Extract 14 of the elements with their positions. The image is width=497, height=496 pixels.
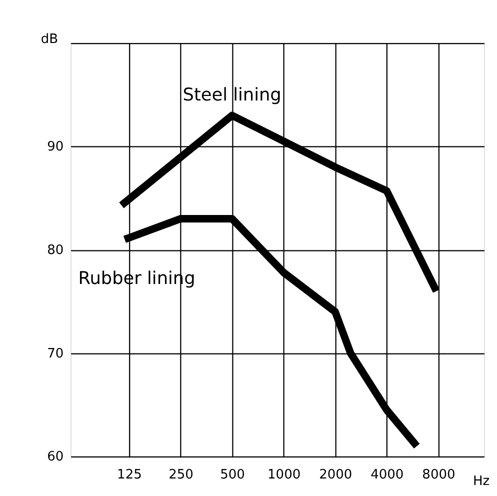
y-tick-label: 70	[47, 346, 64, 362]
y-tick-label: 80	[47, 242, 64, 258]
x-tick-label: 4000	[370, 467, 404, 482]
x-tick-label: 8000	[422, 467, 456, 482]
x-tick-label: 250	[168, 467, 194, 482]
x-tick-label: 2000	[319, 467, 352, 482]
y-tick-label: 90	[47, 140, 64, 155]
x-tick-label: 125	[117, 467, 142, 482]
x-tick-label: 1000	[268, 467, 301, 482]
y-tick-label: 60	[47, 450, 64, 465]
series-label: Steel lining	[182, 86, 282, 106]
y-axis-title: dB	[40, 32, 58, 48]
x-axis-title: Hz	[472, 474, 490, 490]
x-tick-label: 500	[220, 467, 245, 482]
